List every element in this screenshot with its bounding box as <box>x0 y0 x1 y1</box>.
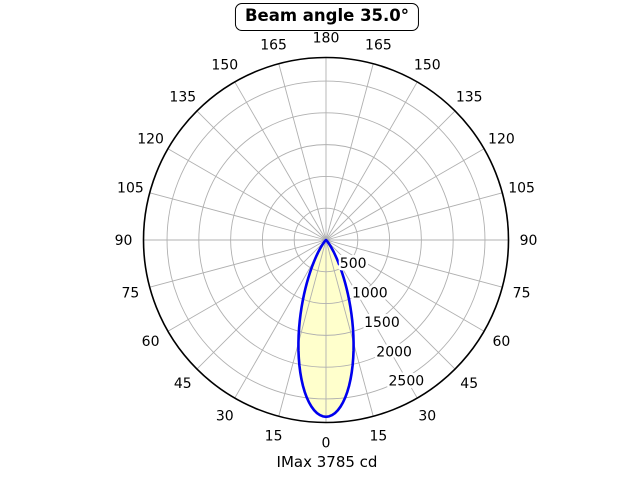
radial-label-2000: 2000 <box>376 344 412 360</box>
grid-spoke-255 <box>149 192 327 241</box>
angle-label-30-right: 30 <box>418 408 436 424</box>
grid-spoke-285 <box>149 239 327 288</box>
grid-spoke-165 <box>325 63 374 241</box>
radial-label-2500: 2500 <box>389 374 425 390</box>
angle-label-90-left: 90 <box>115 233 133 249</box>
angle-label-165-left: 165 <box>260 37 287 53</box>
angle-label-105-left: 105 <box>117 181 144 197</box>
angle-label-30-left: 30 <box>216 408 234 424</box>
grid-spoke-45 <box>325 239 456 370</box>
angle-label-105-right: 105 <box>508 181 535 197</box>
outer-circle <box>142 56 510 424</box>
angle-label-135-right: 135 <box>456 90 483 106</box>
grid-spoke-120 <box>325 148 485 241</box>
grid-spoke-60 <box>325 239 485 332</box>
grid-spoke-195 <box>278 63 327 241</box>
angle-label-15-left: 15 <box>265 429 283 445</box>
angle-label-45-left: 45 <box>174 376 192 392</box>
radial-label-1000: 1000 <box>352 286 388 302</box>
angle-label-75-right: 75 <box>513 285 531 301</box>
angle-label-120-left: 120 <box>137 132 164 148</box>
angle-label-150-right: 150 <box>414 58 441 74</box>
radial-label-1500: 1500 <box>364 315 400 331</box>
grid-spoke-240 <box>167 148 327 241</box>
angle-label-150-left: 150 <box>211 58 238 74</box>
grid-spoke-210 <box>234 81 327 241</box>
angle-label-15-right: 15 <box>369 429 387 445</box>
grid-spoke-15 <box>325 239 374 417</box>
angle-label-60-right: 60 <box>492 334 510 350</box>
grid-spoke-135 <box>325 110 456 241</box>
grid-spoke-75 <box>325 239 503 288</box>
angle-label-120-right: 120 <box>488 132 515 148</box>
beam-curve <box>297 238 355 419</box>
grid-spoke-345 <box>278 239 327 417</box>
angle-label-135-left: 135 <box>169 90 196 106</box>
grid-spoke-225 <box>196 110 327 241</box>
grid-spoke-105 <box>325 192 503 241</box>
radial-label-500: 500 <box>340 256 367 272</box>
grid-spoke-300 <box>167 239 327 332</box>
chart-title: Beam angle 35.0° <box>234 3 420 31</box>
imax-caption: IMax 3785 cd <box>276 453 378 471</box>
angle-label-45-right: 45 <box>460 376 478 392</box>
angle-label-180: 180 <box>313 30 340 46</box>
grid-spoke-315 <box>196 239 327 370</box>
angle-label-90-right: 90 <box>520 233 538 249</box>
angle-label-165-right: 165 <box>365 37 392 53</box>
angle-label-75-left: 75 <box>121 285 139 301</box>
angle-label-60-left: 60 <box>142 334 160 350</box>
grid-spoke-150 <box>325 81 418 241</box>
angle-label-0: 0 <box>322 435 331 451</box>
